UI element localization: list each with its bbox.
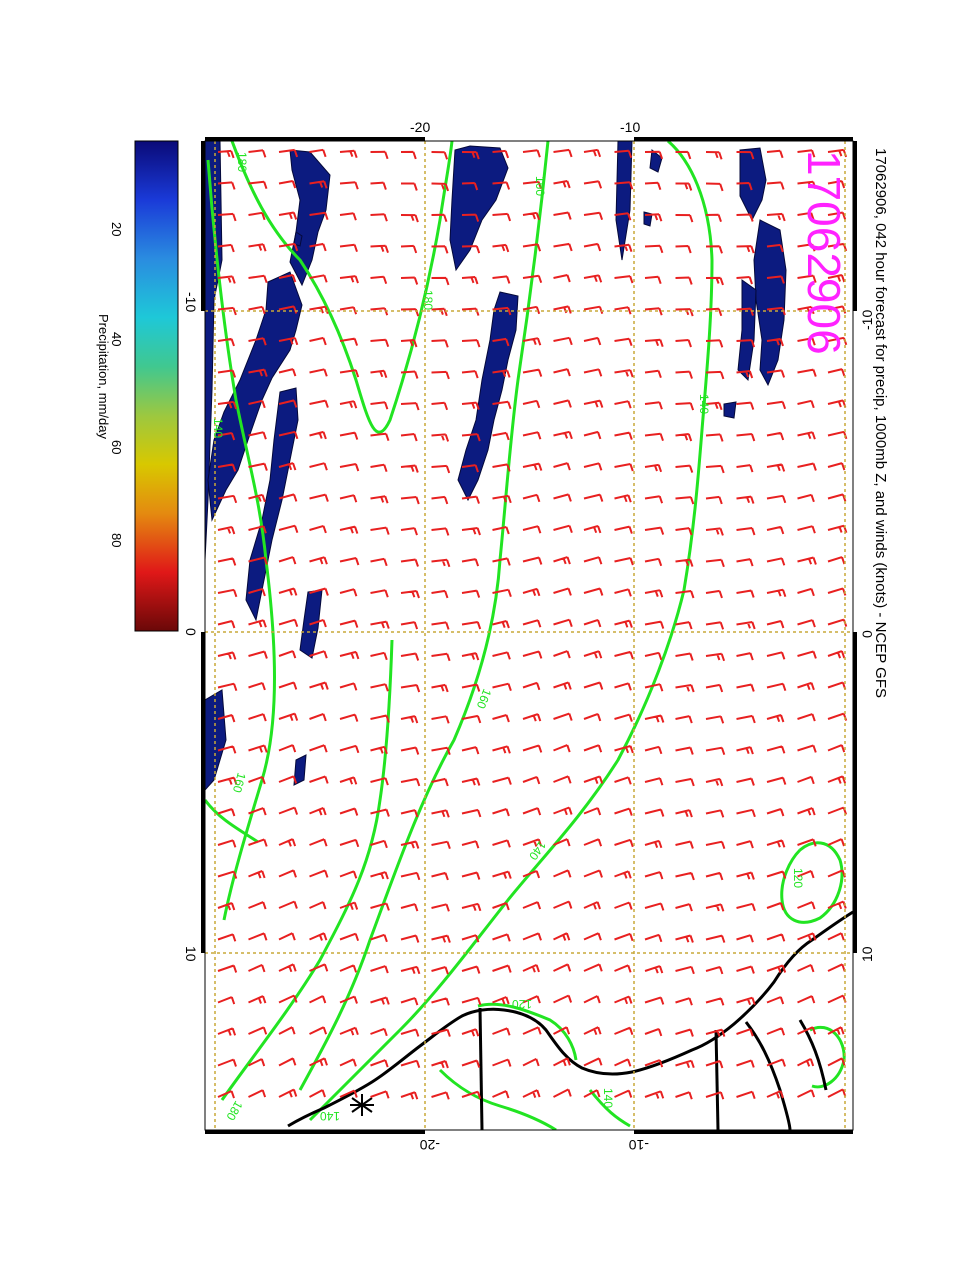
axis-tick-labels: -10 0 10 -10 0 10 -20 -10 -20 -10 (183, 119, 875, 1153)
contour-label-140-a: 140 (697, 394, 711, 414)
colorbar-tick-20: 20 (109, 222, 124, 236)
contour-140-a (308, 141, 714, 1122)
contour-label-180-a: 180 (235, 152, 249, 172)
colorbar-ticks: 20 40 60 80 (109, 222, 124, 547)
contour-120-a (780, 841, 844, 924)
contour-140-c (588, 1089, 631, 1128)
lat-label-top-m20: -20 (410, 119, 430, 135)
border-3 (744, 1021, 792, 1130)
lon-label-left-0: 0 (183, 628, 199, 636)
coastline-main (287, 910, 853, 1128)
date-stamp: 17062906 (798, 150, 850, 355)
border-1 (478, 1007, 484, 1130)
station-marker-star (350, 1094, 374, 1116)
contour-160-a (298, 141, 550, 1091)
colorbar-tick-80: 80 (109, 533, 124, 547)
lat-label-bottom-m20: -20 (420, 1137, 440, 1153)
colorbar-tick-60: 60 (109, 440, 124, 454)
lat-label-bottom-m10: -10 (629, 1137, 649, 1153)
map-title: 17062906, 042 hour forecast for precip, … (872, 148, 889, 698)
lon-label-right-0: 0 (859, 630, 875, 638)
wind-barb-field (217, 148, 848, 1100)
contour-label-140-c: 140 (320, 1109, 340, 1123)
colorbar (134, 140, 179, 632)
contour-label-140-e: 140 (601, 1088, 615, 1108)
contour-180-a (230, 141, 454, 434)
colorbar-tick-40: 40 (109, 332, 124, 346)
lon-label-left-m10: -10 (183, 292, 199, 312)
contour-label-120-a: 120 (791, 868, 805, 888)
colorbar-label: Precipitation, mm/day (96, 314, 111, 439)
contour-160-b (205, 799, 259, 844)
lon-label-right-m10: -10 (859, 310, 875, 330)
contour-120-b (477, 1002, 578, 1061)
lon-label-left-10: 10 (183, 946, 199, 962)
contour-140-b (438, 1068, 557, 1130)
wind-barbs (217, 148, 848, 1100)
lon-label-right-10: 10 (859, 946, 875, 962)
contour-label-120-b: 120 (512, 997, 532, 1011)
coastline (287, 910, 853, 1130)
contour-label-140-d: 140 (211, 418, 225, 438)
contour-label-180-b: 180 (421, 290, 435, 310)
contour-180-c (220, 639, 394, 1101)
border-4 (798, 1019, 828, 1091)
contour-label-160-a: 160 (533, 176, 547, 196)
lat-label-top-m10: -10 (620, 119, 640, 135)
axis-bars (201, 137, 857, 1134)
border-2 (714, 1029, 720, 1130)
lat-lon-grid (205, 141, 853, 1130)
contour-label-160-c: 160 (230, 771, 249, 794)
